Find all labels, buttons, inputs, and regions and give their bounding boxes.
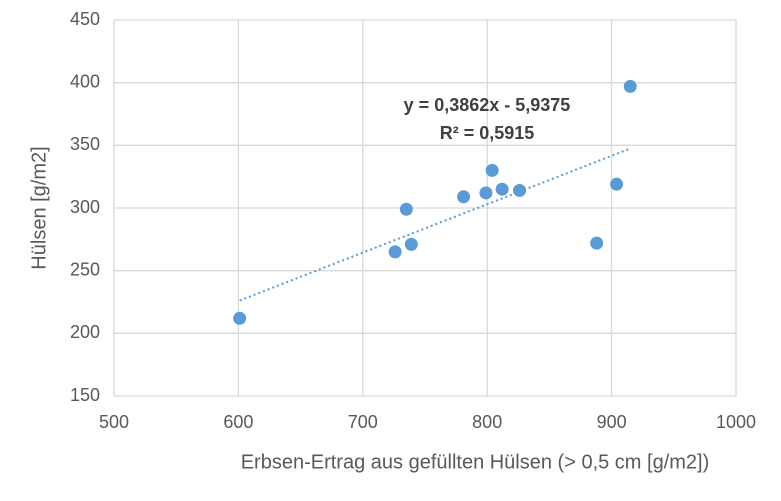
point: [457, 190, 471, 204]
point: [233, 311, 247, 325]
point: [513, 183, 527, 197]
point: [399, 202, 413, 216]
trendline-equation: y = 0,3862x - 5,9375: [404, 95, 571, 115]
point: [404, 237, 418, 251]
y-tick-label: 450: [70, 9, 100, 29]
point: [590, 236, 604, 250]
point: [479, 186, 493, 200]
point: [495, 182, 509, 196]
point: [610, 177, 624, 191]
x-tick-label: 600: [223, 412, 253, 432]
y-tick-label: 300: [70, 197, 100, 217]
trendline: [239, 147, 631, 302]
x-tick-label: 700: [348, 412, 378, 432]
point: [485, 163, 499, 177]
x-tick-label: 900: [597, 412, 627, 432]
y-tick-label: 350: [70, 134, 100, 154]
x-axis-title: Erbsen-Ertrag aus gefüllten Hülsen (> 0,…: [241, 451, 710, 473]
y-axis-title: Hülsen [g/m2]: [28, 146, 50, 269]
point: [623, 79, 637, 93]
trendline-r2: R² = 0,5915: [440, 123, 535, 143]
x-tick-label: 1000: [716, 412, 756, 432]
y-tick-label: 250: [70, 259, 100, 279]
point: [388, 245, 402, 259]
x-tick-label: 500: [99, 412, 129, 432]
y-tick-label: 150: [70, 385, 100, 405]
y-tick-label: 200: [70, 322, 100, 342]
x-tick-label: 800: [472, 412, 502, 432]
y-tick-label: 400: [70, 71, 100, 91]
